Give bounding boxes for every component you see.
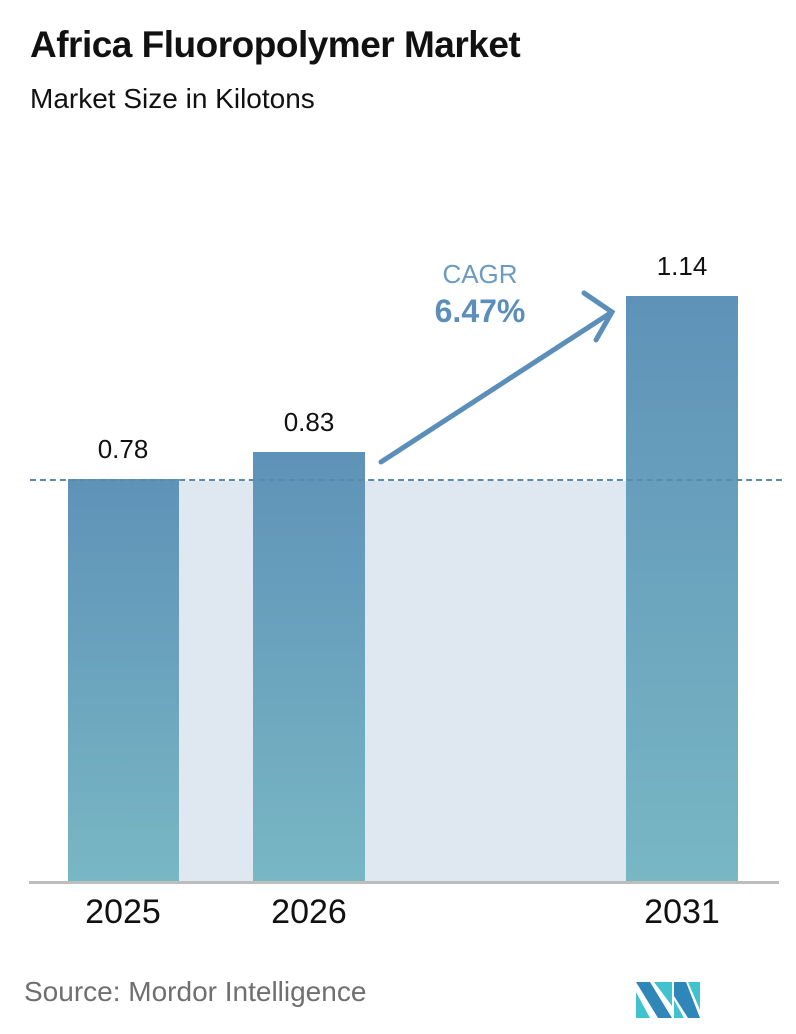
year-label-2025: 2025 <box>85 893 161 931</box>
bar-2031 <box>626 296 738 882</box>
bar-2026 <box>253 452 365 882</box>
cagr-value: 6.47% <box>434 293 526 329</box>
cagr-label: CAGR <box>442 259 518 289</box>
x-axis-line <box>29 881 779 884</box>
bar-2025 <box>68 479 179 882</box>
value-label-2025: 0.78 <box>97 434 149 464</box>
year-label-2031: 2031 <box>644 893 720 931</box>
value-label-2031: 1.14 <box>656 251 708 281</box>
year-label-2026: 2026 <box>271 893 347 931</box>
source-text: Source: Mordor Intelligence <box>24 976 367 1007</box>
reference-dashed-line <box>30 479 782 481</box>
value-label-2026: 0.83 <box>283 407 335 437</box>
chart-title: Africa Fluoropolymer Market <box>30 24 521 65</box>
mordor-intelligence-logo-icon <box>636 982 700 1018</box>
chart-subtitle: Market Size in Kilotons <box>30 83 315 114</box>
